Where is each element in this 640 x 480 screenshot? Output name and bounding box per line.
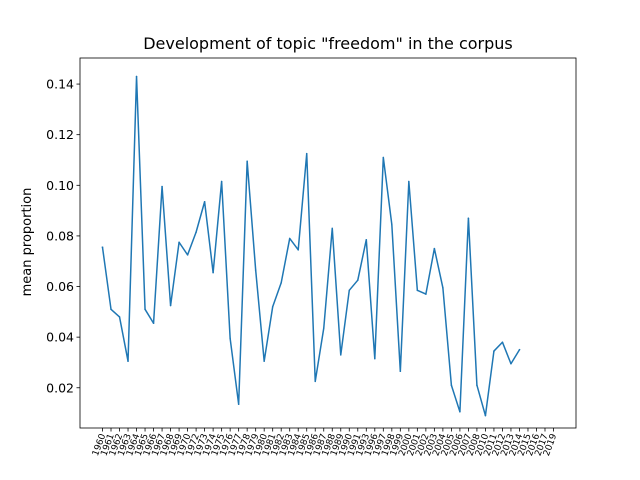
- series-line: [101, 75, 521, 417]
- y-axis-label: mean proportion: [20, 188, 35, 297]
- y-tick-label: 0.04: [46, 330, 74, 345]
- data-point-1962: [118, 316, 121, 318]
- data-point-2001: [416, 289, 419, 292]
- y-tick-label: 0.14: [46, 77, 74, 92]
- data-point-2006: [459, 411, 461, 413]
- data-point-2003: [433, 247, 436, 250]
- data-point-2005: [450, 384, 453, 386]
- y-axis-ticks: 0.02 0.04 0.06 0.08 0.10 0.12 0.14: [46, 77, 80, 395]
- data-point-2011: [493, 350, 495, 352]
- data-point-1986: [314, 380, 316, 383]
- data-point-1980: [263, 360, 265, 362]
- data-point-1967: [161, 185, 163, 188]
- data-point-1987: [322, 327, 325, 330]
- data-point-1973: [203, 200, 206, 203]
- data-point-1988: [331, 227, 334, 230]
- data-point-1976: [229, 337, 231, 340]
- data-point-1964: [135, 75, 138, 78]
- y-tick-label: 0.06: [46, 279, 74, 294]
- data-point-1984: [297, 249, 299, 251]
- data-point-1997: [382, 156, 385, 159]
- data-point-1968: [169, 304, 172, 307]
- data-point-1979: [254, 269, 257, 271]
- data-point-1975: [220, 180, 223, 183]
- data-point-1993: [365, 238, 368, 241]
- data-point-2002: [425, 293, 427, 295]
- y-tick-label: 0.12: [46, 127, 74, 142]
- data-point-1970: [186, 254, 189, 256]
- y-tick-label: 0.08: [46, 228, 74, 243]
- data-point-1996: [374, 357, 376, 360]
- data-point-1982: [280, 281, 282, 284]
- data-point-1991: [357, 279, 359, 281]
- data-point-1960: [101, 246, 104, 249]
- data-point-1989: [340, 354, 342, 356]
- data-point-2010: [484, 414, 487, 417]
- data-point-2007: [467, 217, 470, 219]
- data-point-2000: [408, 180, 410, 183]
- data-point-1966: [152, 322, 155, 324]
- data-point-1981: [271, 306, 274, 308]
- x-axis-ticks: 1960196119621963196419651966196719681969…: [91, 428, 559, 458]
- y-tick-label: 0.10: [46, 178, 74, 193]
- data-point-1998: [391, 223, 393, 226]
- data-point-1961: [110, 308, 112, 311]
- data-point-1999: [399, 370, 402, 373]
- data-point-2013: [510, 362, 512, 365]
- data-point-2014: [518, 349, 521, 351]
- data-point-1972: [195, 231, 197, 233]
- data-point-1969: [178, 241, 180, 243]
- chart-title: Development of topic "freedom" in the co…: [143, 34, 513, 53]
- data-point-1965: [144, 308, 146, 311]
- data-point-2004: [442, 287, 444, 289]
- data-point-1977: [237, 403, 240, 405]
- data-point-2008: [476, 384, 478, 386]
- axes-frame: [79, 57, 577, 429]
- data-point-1983: [288, 237, 291, 240]
- series-points: [101, 75, 521, 417]
- data-point-1990: [348, 289, 351, 292]
- data-point-1985: [305, 152, 308, 155]
- data-point-1963: [127, 360, 129, 362]
- data-point-1974: [212, 271, 214, 274]
- data-point-2012: [501, 341, 504, 343]
- y-tick-label: 0.02: [46, 380, 74, 395]
- data-point-1978: [246, 160, 248, 163]
